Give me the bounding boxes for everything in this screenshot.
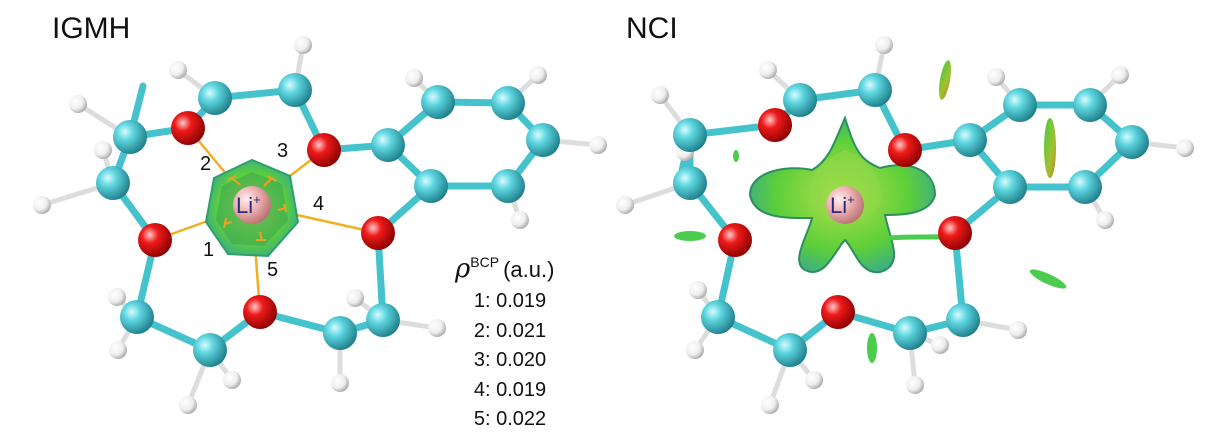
bcp-label-2: 2 <box>200 153 211 175</box>
oxygen-atoms-nci <box>718 108 972 329</box>
hydrogen-atoms <box>33 36 607 414</box>
lithium-ion-right <box>826 186 864 224</box>
bcp-label-1: 1 <box>203 239 214 261</box>
legend-row: 2: 0.021 <box>473 319 547 342</box>
bcp-label-3: 3 <box>277 140 288 162</box>
bcp-superscript: BCP <box>470 254 500 270</box>
legend-row: 5: 0.022 <box>473 408 547 430</box>
bcp-density-legend: ρBCP (a.u.) 1: 0.019 2: 0.021 3: 0.020 4:… <box>455 254 575 435</box>
bcp-label-4: 4 <box>313 193 324 215</box>
rho-symbol: ρ <box>455 254 471 284</box>
nci-panel-title: NCI <box>626 12 678 45</box>
legend-row: 1: 0.019 <box>473 290 547 312</box>
legend-header: ρBCP (a.u.) <box>455 254 575 284</box>
oxygen-atoms <box>138 111 395 329</box>
bcp-label-5: 5 <box>267 259 278 281</box>
carbon-atoms-nci <box>673 73 1149 367</box>
lithium-label-left: Li+ <box>236 192 261 218</box>
carbon-atoms <box>96 73 560 367</box>
igmh-molecule: Li+ 1 2 3 4 5 <box>33 36 607 414</box>
igmh-panel-title: IGMH <box>52 12 131 45</box>
lithium-label-right: Li+ <box>830 192 855 218</box>
legend-unit: (a.u.) <box>503 257 555 282</box>
hydrogen-atoms-nci <box>616 36 1194 414</box>
legend-row: 4: 0.019 <box>473 378 547 401</box>
nci-molecule: Li+ <box>616 36 1194 414</box>
legend-row: 3: 0.020 <box>473 349 547 371</box>
lithium-ion-left <box>233 186 271 224</box>
